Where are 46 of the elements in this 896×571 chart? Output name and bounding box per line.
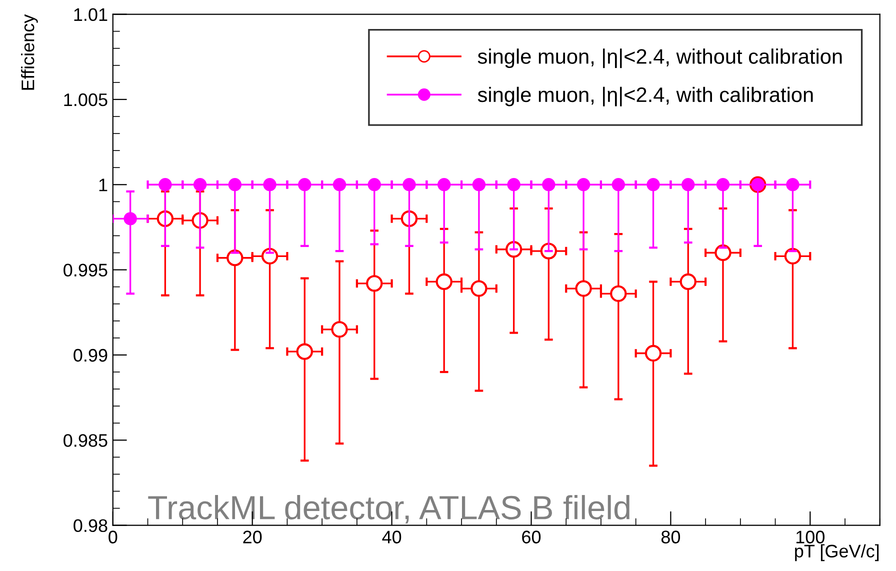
x-tick-label: 40: [382, 530, 402, 544]
x-tick-label: 0: [108, 530, 118, 544]
point: [193, 178, 207, 192]
point: [368, 178, 381, 192]
point: [331, 321, 348, 338]
point: [263, 178, 276, 192]
point: [296, 343, 313, 360]
point: [436, 273, 452, 290]
point: [646, 178, 660, 192]
point: [786, 178, 800, 192]
point: [124, 212, 137, 226]
point: [680, 273, 696, 290]
point: [366, 275, 383, 292]
x-tick-label: 20: [243, 530, 262, 544]
point: [612, 178, 626, 192]
y-tick-label: 0.99: [74, 348, 108, 362]
point: [470, 280, 488, 297]
point: [228, 178, 242, 192]
legend-label: single muon, |η|<2.4, without calibration: [478, 48, 842, 68]
point: [158, 178, 172, 192]
point: [644, 344, 662, 362]
point: [610, 285, 627, 302]
y-axis-title: Efficiency: [21, 14, 38, 90]
point: [332, 178, 346, 192]
point: [437, 178, 451, 192]
x-tick-label: 100: [796, 530, 825, 544]
y-tick-label: 1.01: [74, 8, 108, 21]
point: [402, 178, 416, 192]
point: [716, 178, 730, 192]
point: [472, 178, 486, 192]
y-tick-label: 0.98: [74, 519, 108, 532]
y-tick-label: 0.985: [64, 434, 108, 447]
point: [507, 178, 520, 192]
point: [298, 178, 312, 192]
y-tick-label: 1.005: [64, 93, 108, 106]
legend-label: single muon, |η|<2.4, with calibration: [478, 86, 813, 106]
point: [542, 178, 556, 192]
y-tick-label: 0.995: [64, 264, 108, 277]
point: [575, 280, 592, 297]
point: [682, 178, 695, 192]
x-axis-title: pT [GeV/c]: [795, 544, 879, 562]
y-tick-label: 1: [99, 178, 108, 192]
x-tick-label: 60: [522, 530, 541, 544]
annotation: TrackML detector, ATLAS B fileld: [148, 495, 630, 524]
x-tick-label: 80: [661, 530, 680, 544]
point: [576, 178, 590, 192]
